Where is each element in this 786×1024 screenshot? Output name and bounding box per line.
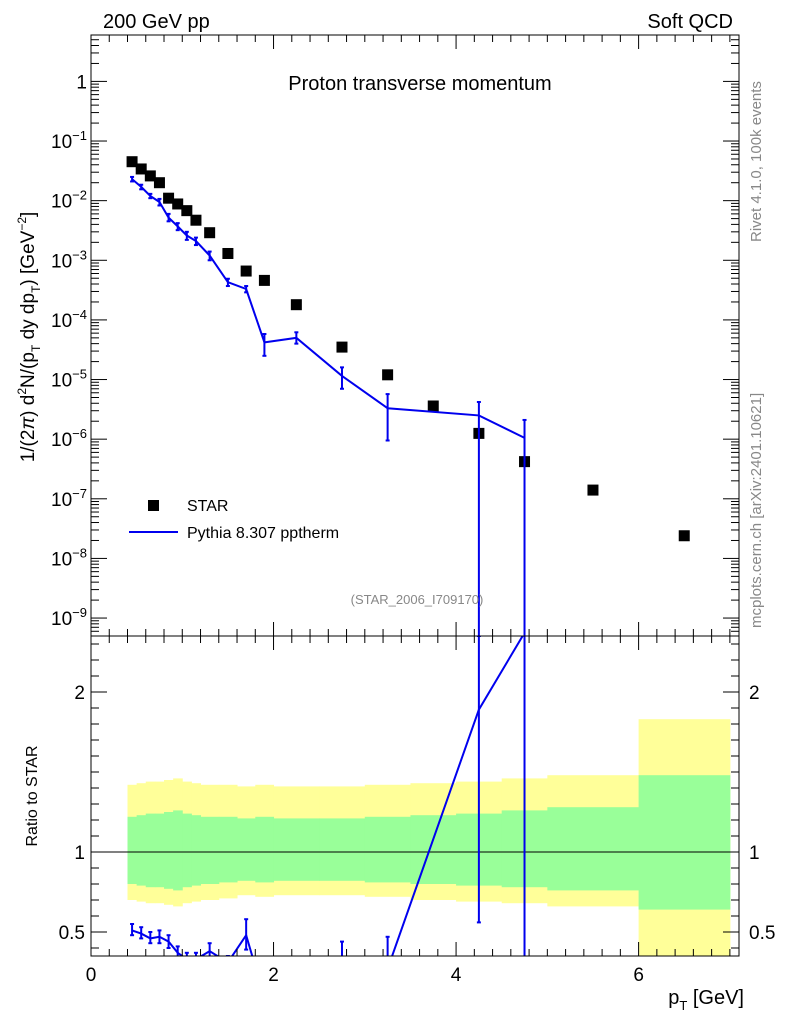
plot-title: Proton transverse momentum	[288, 73, 551, 95]
star-data-point	[144, 170, 156, 182]
ratio-axes: 0.5 0.5 1 1 2 2 0 2 4 6	[59, 636, 775, 986]
star-data-point	[240, 265, 252, 277]
ratio-inner-band	[364, 816, 411, 883]
ratio-y-tick-label-right: 1	[749, 843, 760, 864]
ratio-plot-area	[91, 636, 739, 956]
star-data-point	[153, 177, 165, 189]
star-data-point	[258, 274, 270, 286]
ratio-inner-band	[319, 818, 366, 881]
ratio-y-tick-label: 0.5	[59, 923, 85, 944]
legend-star-marker	[148, 500, 159, 511]
ratio-inner-band	[273, 818, 320, 881]
star-data-point	[204, 227, 216, 239]
main-frame	[90, 34, 740, 637]
star-data-point	[135, 163, 147, 175]
ratio-inner-band	[547, 807, 640, 891]
ratio-y-tick-label-right: 2	[749, 683, 760, 704]
ratio-inner-band	[127, 816, 138, 884]
ratio-series-line	[131, 636, 524, 956]
star-data-point	[190, 214, 202, 226]
ratio-inner-band	[191, 815, 202, 886]
header-right: Soft QCD	[647, 11, 733, 33]
y-tick-label: 10−4	[51, 307, 87, 332]
ratio-inner-band	[154, 813, 165, 888]
x-tick-label: 0	[86, 965, 97, 986]
ratio-y-tick-label: 1	[74, 843, 85, 864]
ratio-y-axis-title: Ratio to STAR	[24, 745, 41, 846]
mc-series-line	[131, 178, 525, 439]
ratio-inner-band	[255, 816, 275, 883]
source-label: mcplots.cern.ch [arXiv:2401.10621]	[748, 393, 765, 628]
ratio-inner-band	[218, 816, 238, 883]
main-axes: 10−9 10−8 10−7 10−6 10−5 10−4 10−3 10−2 10−1 1	[51, 34, 739, 637]
y-tick-label: 10−9	[51, 605, 87, 630]
header-left: 200 GeV pp	[103, 11, 210, 33]
ratio-inner-band	[410, 815, 457, 884]
star-data-point	[290, 299, 302, 311]
star-data-point	[172, 198, 184, 210]
ratio-inner-band	[145, 813, 156, 888]
legend-mc-label: Pythia 8.307 pptherm	[187, 525, 339, 542]
star-data-point	[427, 400, 439, 412]
x-tick-label: 2	[268, 965, 279, 986]
y-tick-label: 1	[76, 72, 87, 93]
star-data-point	[678, 530, 690, 542]
star-data-point	[382, 369, 394, 381]
ratio-inner-band	[173, 810, 183, 891]
star-data-point	[163, 192, 175, 204]
ratio-inner-band	[237, 818, 256, 881]
main-plot-area	[126, 156, 690, 636]
legend-star-label: STAR	[187, 498, 228, 515]
x-axis-title: pT [GeV]	[668, 987, 744, 1013]
ratio-inner-band	[136, 815, 147, 886]
y-tick-label: 10−8	[51, 545, 87, 570]
ratio-y-tick-label-right: 0.5	[749, 923, 775, 944]
main-y-axis-title: 1/(2π) d2N/(pT dy dpT) [GeV−2]	[15, 212, 43, 463]
ratio-y-tick-label: 2	[74, 683, 85, 704]
ratio-frame	[90, 635, 740, 957]
x-tick-label: 6	[633, 965, 644, 986]
star-data-point	[126, 156, 138, 168]
legend: STAR Pythia 8.307 pptherm	[129, 498, 339, 542]
star-data-point	[181, 205, 193, 217]
rivet-label: Rivet 4.1.0, 100k events	[748, 81, 765, 242]
y-tick-label: 10−1	[51, 128, 87, 153]
ratio-inner-band	[164, 812, 174, 889]
ratio-inner-band	[200, 816, 220, 884]
y-tick-label: 10−6	[51, 426, 87, 451]
analysis-id: (STAR_2006_I709170)	[351, 592, 484, 607]
y-tick-label: 10−7	[51, 486, 87, 511]
y-tick-label: 10−2	[51, 188, 87, 213]
x-tick-label: 4	[451, 965, 462, 986]
star-data-point	[336, 341, 348, 353]
ratio-inner-band	[182, 813, 192, 888]
y-tick-label: 10−3	[51, 247, 87, 272]
star-data-point	[587, 484, 599, 496]
ratio-inner-band	[638, 775, 731, 910]
y-tick-label: 10−5	[51, 367, 87, 392]
svg-text:1/(2π) d2N/(pT dy dpT) [GeV−2: 1/(2π) d2N/(pT dy dpT) [GeV−2]	[15, 212, 43, 463]
star-data-point	[222, 247, 234, 259]
ratio-uncertainty-bands	[127, 719, 731, 956]
